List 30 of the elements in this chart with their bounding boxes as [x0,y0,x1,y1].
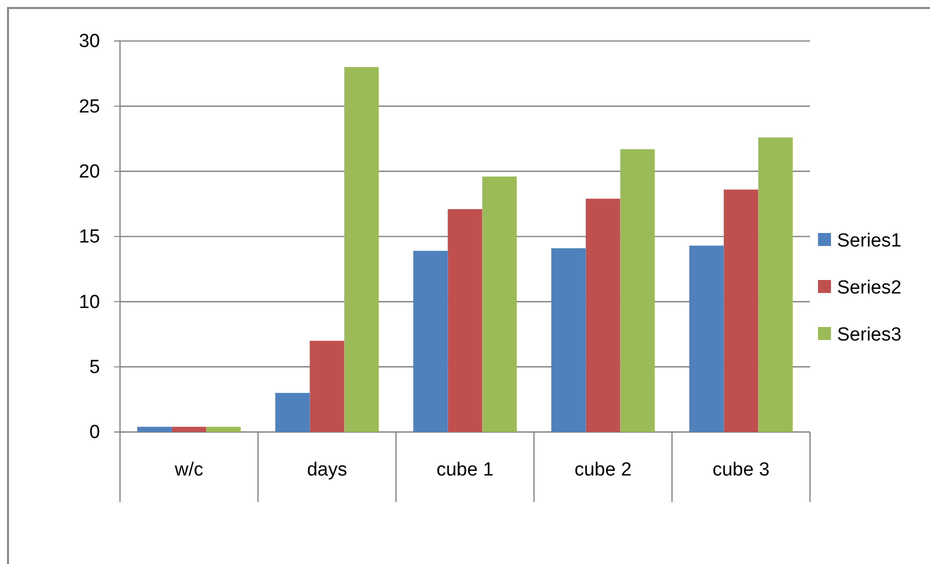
y-tick-label: 20 [78,161,100,182]
x-tick-label: cube 2 [574,459,632,480]
legend-label: Series3 [837,324,902,346]
legend-label: Series1 [837,230,902,252]
bar [586,198,620,432]
bar [758,137,793,432]
bar [413,250,448,432]
bar [551,248,586,432]
bar [482,176,517,432]
bar [448,209,482,432]
bar [206,426,241,432]
bar [724,190,758,432]
y-tick-label: 25 [78,96,100,118]
bar [172,426,206,432]
y-tick-label: 5 [89,356,100,378]
bar [275,392,310,432]
bar [310,340,344,432]
x-tick-label: cube 1 [436,459,494,480]
y-tick-label: 10 [78,292,100,313]
bar [689,246,724,432]
x-tick-label: days [306,459,348,480]
bar [137,426,172,432]
y-tick-label: 0 [89,422,100,444]
bar [344,67,379,432]
x-tick-label: w/c [174,459,204,480]
bar [620,149,655,432]
y-tick-label: 15 [78,226,100,248]
y-tick-label: 30 [78,31,100,52]
legend-label: Series2 [837,278,902,299]
x-tick-label: cube 3 [712,459,770,480]
